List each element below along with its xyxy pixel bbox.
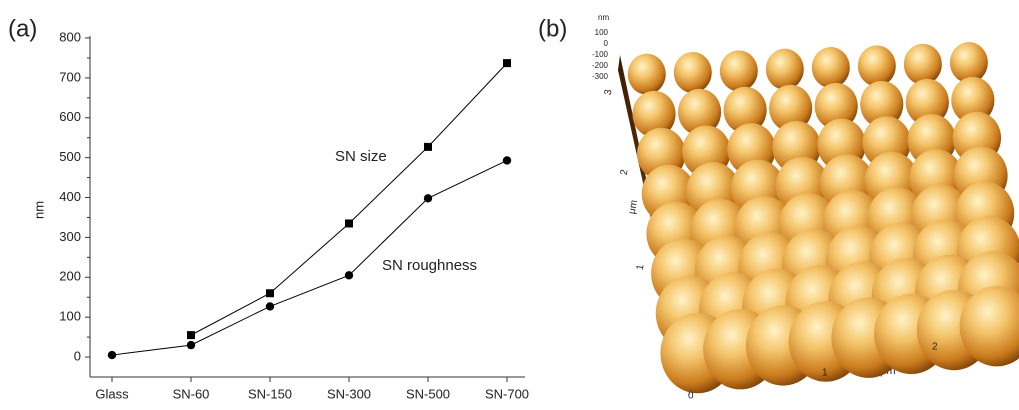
y-tick-label: 800 <box>59 29 81 44</box>
marker <box>266 289 274 297</box>
x-tick-label: 1 <box>822 368 828 379</box>
x-tick-label: 0 <box>688 391 694 402</box>
marker <box>266 302 274 310</box>
series-label: SN roughness <box>382 257 477 274</box>
marker <box>345 219 353 227</box>
y-tick-label: 300 <box>59 229 81 244</box>
y-tick-label: 0 <box>74 348 81 363</box>
marker <box>503 59 511 67</box>
y-axis-label: nm <box>31 201 46 219</box>
y-tick-label: 2 <box>619 168 631 176</box>
y-tick-label: 3 <box>603 88 615 96</box>
marker <box>187 331 195 339</box>
afm-bump <box>766 49 804 90</box>
afm-bump <box>720 50 758 91</box>
x-tick-label: SN-700 <box>485 386 529 401</box>
afm-bump <box>674 52 712 93</box>
marker <box>345 271 353 279</box>
afm-bump <box>950 42 988 83</box>
marker <box>424 194 432 202</box>
y-tick-label: 500 <box>59 149 81 164</box>
marker <box>503 156 511 164</box>
y-tick-label: 400 <box>59 189 81 204</box>
y-tick-label: 1 <box>635 263 647 271</box>
x-tick-label: 2 <box>932 342 938 353</box>
z-tick-label: 0 <box>604 39 609 48</box>
figure: (a) (b) nm nm μm μm 1000-100-200-3001230… <box>0 0 1019 405</box>
afm-bump <box>628 54 666 95</box>
marker <box>108 351 116 359</box>
y-tick-label: 600 <box>59 109 81 124</box>
x-tick-label: Glass <box>95 386 129 401</box>
panel-label: (b) <box>538 15 567 42</box>
y-axis-label: μm <box>627 199 640 215</box>
series-label: SN size <box>335 148 387 165</box>
afm-bump <box>904 44 942 85</box>
y-tick-label: 200 <box>59 269 81 284</box>
panel-label: (a) <box>8 15 37 42</box>
afm-bump <box>858 45 896 86</box>
marker <box>187 341 195 349</box>
x-tick-label: SN-60 <box>173 386 210 401</box>
y-tick-label: 100 <box>59 309 81 324</box>
y-tick-label: 700 <box>59 69 81 84</box>
series-line <box>191 63 507 335</box>
z-tick-label: -100 <box>592 50 609 59</box>
marker <box>424 143 432 151</box>
x-tick-label: SN-500 <box>406 386 450 401</box>
z-tick-label: -200 <box>592 61 609 70</box>
z-tick-label: 100 <box>595 28 609 37</box>
x-tick-label: SN-300 <box>327 386 371 401</box>
afm-bump <box>812 47 850 88</box>
z-tick-label: -300 <box>592 72 609 81</box>
z-axis-label: nm <box>598 13 609 22</box>
x-tick-label: SN-150 <box>248 386 292 401</box>
